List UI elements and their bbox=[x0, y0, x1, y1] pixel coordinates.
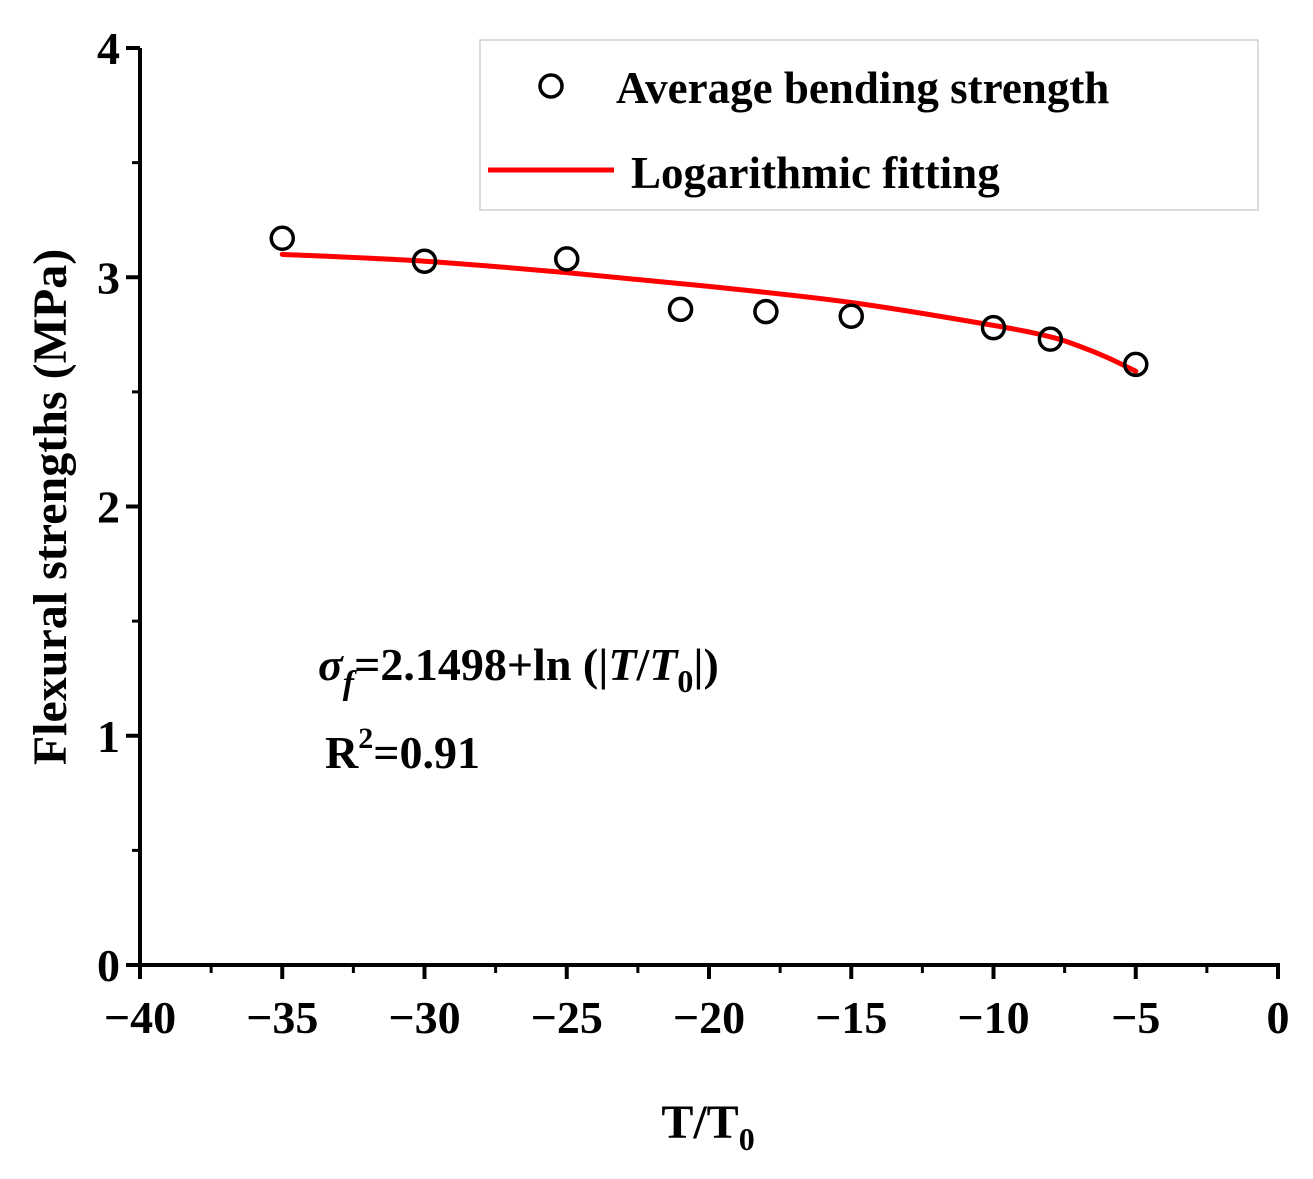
legend: Average bending strength Logarithmic fit… bbox=[479, 39, 1259, 211]
equation-close: |) bbox=[693, 639, 718, 690]
equation-slash: / bbox=[635, 639, 650, 690]
x-axis-title-subscript: 0 bbox=[739, 1121, 755, 1157]
sigma-symbol: σ bbox=[318, 639, 344, 690]
data-point bbox=[753, 298, 779, 325]
equation-body: =2.1498+ln (| bbox=[354, 639, 608, 690]
legend-label-average-bending-strength: Average bending strength bbox=[616, 63, 1109, 113]
equation-T0-subscript: 0 bbox=[677, 663, 693, 699]
x-tick-label: −35 bbox=[246, 992, 318, 1043]
y-axis-title: Flexural strengths (MPa) bbox=[24, 249, 77, 765]
x-tick-label: −15 bbox=[815, 992, 887, 1043]
fit-equation: σf=2.1498+ln (|T/T0|) bbox=[318, 639, 719, 702]
x-tick-label: −20 bbox=[673, 992, 745, 1043]
x-tick-label: −40 bbox=[104, 992, 176, 1043]
data-point bbox=[838, 303, 864, 329]
legend-marker-circle bbox=[538, 73, 564, 99]
x-tick-label: −5 bbox=[1111, 992, 1160, 1043]
y-ticks: 0 1 2 3 4 bbox=[97, 23, 140, 991]
r-squared-value: =0.91 bbox=[373, 727, 480, 778]
logarithmic-fit-line bbox=[279, 251, 1139, 374]
y-tick-label: 0 bbox=[97, 940, 120, 991]
equation-T0: T bbox=[649, 639, 679, 690]
data-point bbox=[1123, 351, 1149, 378]
data-point bbox=[554, 246, 580, 272]
data-point bbox=[667, 296, 694, 323]
data-point bbox=[980, 314, 1007, 341]
x-ticks: −40 −35 −30 −25 −20 −15 −10 −5 0 bbox=[104, 965, 1290, 1043]
r-squared-R: R bbox=[325, 727, 359, 778]
y-tick-label: 2 bbox=[97, 482, 120, 533]
equation-T: T bbox=[608, 639, 638, 690]
data-points bbox=[269, 225, 1149, 378]
x-tick-label: −30 bbox=[388, 992, 460, 1043]
x-tick-label: −10 bbox=[957, 992, 1029, 1043]
y-tick-label: 1 bbox=[97, 711, 120, 762]
data-point bbox=[411, 248, 438, 274]
x-tick-label: −25 bbox=[531, 992, 603, 1043]
x-axis-title: T/T0 bbox=[661, 1096, 754, 1157]
data-point bbox=[269, 225, 295, 252]
r-squared-superscript: 2 bbox=[358, 722, 373, 755]
y-tick-label: 3 bbox=[97, 252, 120, 303]
data-point bbox=[1037, 326, 1064, 352]
sigma-subscript-f: f bbox=[343, 665, 358, 702]
y-tick-label: 4 bbox=[97, 23, 120, 74]
r-squared: R2=0.91 bbox=[325, 722, 480, 778]
x-tick-label: 0 bbox=[1267, 992, 1290, 1043]
legend-label-logarithmic-fitting: Logarithmic fitting bbox=[631, 148, 1000, 198]
legend-box bbox=[479, 39, 1259, 211]
